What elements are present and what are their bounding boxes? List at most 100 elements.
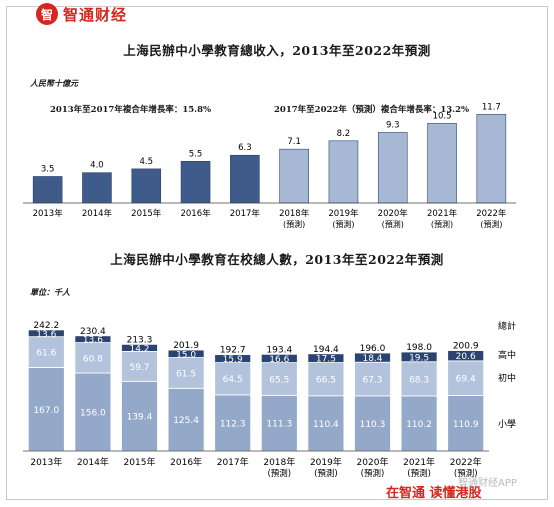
chart2-bar-0-seg-1 — [27, 336, 65, 368]
chart2-seg-label-2-1: 59.7 — [129, 363, 149, 373]
chart2-bar-9-seg-1 — [447, 360, 485, 396]
chart2-total-label-3: 201.9 — [173, 341, 199, 351]
chart1-value-label-8: 10.5 — [433, 111, 452, 121]
chart2-seg-label-1-1: 60.8 — [83, 354, 103, 364]
chart1-value-label-0: 3.5 — [41, 164, 55, 174]
chart1-bar-0 — [32, 176, 63, 204]
chart2-bar-8-seg-2 — [400, 351, 438, 363]
chart1-value-label-7: 9.3 — [386, 120, 400, 130]
chart2-seg-label-6-2: 17.5 — [316, 355, 336, 365]
chart2-x-tick-2: 2015年 — [124, 456, 156, 468]
chart1-x-tick-4: 2017年 — [230, 208, 261, 219]
brand-mark-icon: 智 — [36, 3, 58, 25]
chart2-total-label-9: 200.9 — [453, 342, 479, 352]
chart1-x-tick-5: 2018年 — [279, 208, 310, 219]
chart2-x-tick-9: 2022年 — [450, 456, 482, 468]
chart2-legend-primary: 小學 — [498, 418, 516, 430]
chart2-bar-1-seg-0 — [74, 372, 112, 452]
chart2-seg-label-6-1: 66.5 — [316, 376, 336, 386]
chart2-bar-1-seg-2 — [74, 335, 112, 343]
chart2-seg-label-8-1: 68.3 — [409, 375, 429, 385]
chart2-seg-label-2-0: 139.4 — [127, 413, 153, 423]
chart2-seg-label-3-1: 61.5 — [176, 369, 196, 379]
chart2-x-tick-5: 2018年 — [263, 456, 295, 468]
chart2-legend-senior: 高中 — [498, 349, 516, 361]
chart1-bar-4 — [230, 154, 260, 204]
watermark-text: 智通财经APP — [458, 478, 517, 489]
chart2-seg-label-5-0: 111.3 — [266, 420, 292, 430]
chart2-seg-label-1-2: 13.6 — [83, 336, 103, 346]
chart2-bar-9-seg-0 — [447, 395, 485, 452]
chart1-x-note-6: (預測) — [332, 219, 354, 229]
chart1-bar-6 — [328, 140, 359, 204]
chart1-value-label-6: 8.2 — [337, 129, 351, 139]
chart2-total-label-6: 194.4 — [313, 345, 339, 355]
chart2-x-note-7: (預測) — [361, 468, 385, 479]
chart2-bar-5-seg-2 — [260, 353, 298, 363]
chart2-total-label-0: 242.2 — [33, 321, 59, 331]
chart2-seg-label-9-0: 110.9 — [453, 420, 479, 430]
chart2-x-note-8: (預測) — [407, 468, 431, 479]
chart1-bar-9 — [476, 113, 507, 204]
chart2-bar-0-seg-2 — [27, 329, 65, 338]
chart1-value-label-3: 5.5 — [189, 149, 203, 159]
chart1-value-label-5: 7.1 — [287, 137, 301, 147]
chart2-seg-label-3-2: 15.0 — [176, 350, 196, 360]
chart2-x-tick-0: 2013年 — [30, 456, 62, 468]
chart1-x-note-5: (預測) — [283, 219, 305, 229]
chart2-bar-2-seg-2 — [121, 343, 158, 352]
chart1-x-note-7: (預測) — [382, 219, 404, 229]
chart1-x-tick-2: 2015年 — [131, 208, 162, 219]
chart2-seg-label-0-1: 61.6 — [36, 349, 56, 359]
chart2-seg-label-8-0: 110.2 — [406, 420, 432, 430]
chart2-bar-0-seg-0 — [27, 367, 65, 452]
chart2-bar-4-seg-0 — [214, 394, 252, 452]
chart2-total-label-2: 213.3 — [127, 335, 153, 345]
chart1-cagr-forecast: 2017年至2022年（預測）複合年增長率：13.2% — [274, 105, 470, 115]
chart2-seg-label-2-2: 14.2 — [129, 344, 149, 354]
chart1-x-tick-3: 2016年 — [180, 208, 211, 219]
chart2-bar-3-seg-1 — [167, 357, 205, 389]
chart2-seg-label-7-2: 18.4 — [362, 354, 382, 364]
chart2-x-tick-6: 2019年 — [310, 456, 342, 468]
chart2-seg-label-0-2: 13.6 — [36, 330, 56, 340]
chart1-bar-7 — [377, 132, 408, 204]
chart1-unit-label: 人民幣十億元 — [30, 78, 78, 88]
chart2-title: 上海民辦中小學教育在校總人數，2013年至2022年預測 — [110, 252, 444, 267]
chart2-bar-8-seg-0 — [400, 395, 438, 452]
chart1-bar-1 — [82, 172, 112, 204]
chart1-value-label-1: 4.0 — [90, 161, 104, 171]
footer-slogan: 在智通 读懂港股 — [386, 486, 482, 501]
chart1-value-label-2: 4.5 — [139, 157, 153, 167]
chart1-bar-3 — [180, 160, 211, 204]
chart2-seg-label-1-0: 156.0 — [80, 409, 106, 419]
chart1-title: 上海民辦中小學教育總收入，2013年至2022年預測 — [123, 43, 431, 58]
chart1-x-note-9: (預測) — [480, 219, 502, 229]
chart1-cagr-actual: 2013年至2017年複合年增長率：15.8% — [50, 105, 212, 115]
chart2-x-tick-3: 2016年 — [170, 456, 202, 468]
chart2-bar-3-seg-2 — [167, 349, 205, 358]
chart1-x-tick-6: 2019年 — [328, 208, 359, 219]
brand-name: 智通财经 — [63, 5, 128, 24]
chart2-x-note-5: (預測) — [267, 468, 291, 479]
chart2-x-tick-4: 2017年 — [217, 456, 249, 468]
chart2-total-label-8: 198.0 — [406, 343, 432, 353]
chart2-total-label-4: 192.7 — [220, 346, 246, 356]
chart2-unit-label: 單位：千人 — [30, 287, 70, 297]
chart2-x-tick-1: 2014年 — [77, 456, 109, 468]
chart2-x-note-9: (預測) — [454, 468, 478, 479]
chart2-bar-5-seg-1 — [260, 362, 298, 396]
chart2-seg-label-5-2: 16.6 — [269, 355, 289, 365]
chart1-value-label-4: 6.3 — [238, 143, 252, 153]
chart2-seg-label-9-1: 69.4 — [456, 375, 476, 385]
chart2-bar-9-seg-2 — [447, 350, 485, 362]
chart2-bar-1-seg-1 — [74, 342, 112, 374]
chart2-x-tick-7: 2020年 — [357, 456, 389, 468]
chart2-seg-label-7-0: 110.3 — [360, 420, 386, 430]
chart2-bar-7-seg-2 — [354, 352, 391, 363]
chart2-total-label-7: 196.0 — [360, 344, 386, 354]
chart2-bar-3-seg-0 — [167, 387, 205, 452]
chart1-x-tick-0: 2013年 — [33, 208, 64, 219]
chart2-bar-4-seg-1 — [214, 362, 252, 396]
